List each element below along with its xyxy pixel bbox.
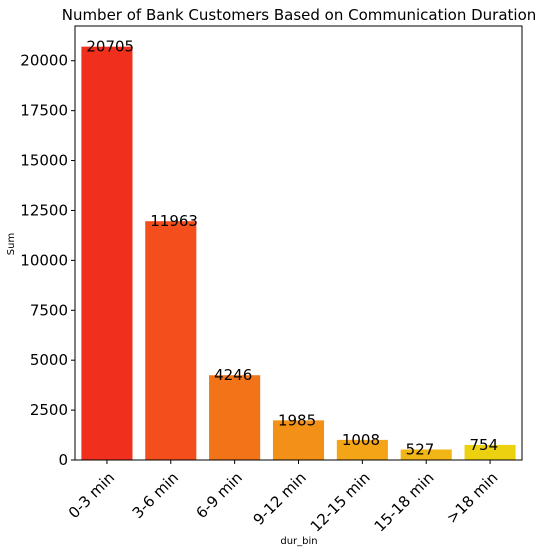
x-tick-label: 6-9 min (193, 469, 246, 522)
data-label: 11963 (150, 212, 198, 230)
bar (464, 444, 516, 460)
data-label: 1985 (278, 411, 316, 429)
y-axis-label: Sum (6, 233, 17, 255)
bar (209, 375, 261, 460)
y-tick-label: 12500 (20, 201, 68, 219)
y-tick-label: 0 (58, 451, 68, 469)
y-tick-label: 2500 (30, 401, 68, 419)
data-label: 1008 (342, 431, 380, 449)
x-tick-label: 9-12 min (250, 469, 310, 529)
y-tick-label: 10000 (20, 251, 68, 269)
data-label: 754 (470, 436, 499, 454)
x-tick-label: 3-6 min (129, 469, 182, 522)
data-label: 527 (406, 440, 435, 458)
data-label: 4246 (214, 366, 252, 384)
x-axis-label: dur_bin (280, 536, 317, 547)
plot-frame (74, 25, 523, 461)
y-tick-label: 17500 (20, 102, 68, 120)
bar (145, 221, 197, 460)
y-tick-label: 5000 (30, 351, 68, 369)
y-tick-label: 7500 (30, 301, 68, 319)
chart-title: Number of Bank Customers Based on Commun… (62, 6, 537, 24)
bar (336, 439, 388, 460)
x-tick-label: 15-18 min (371, 469, 438, 536)
y-tick-label: 15000 (20, 152, 68, 170)
plot-area: 20705 0-3 min 11963 3-6 min 4246 6-9 min 1985 9… (20, 25, 523, 536)
bar (272, 420, 325, 460)
x-tick-label: 0-3 min (65, 469, 118, 522)
x-tick-label: >18 min (443, 469, 501, 527)
x-tick-label: 12-15 min (307, 469, 374, 536)
bar (81, 46, 133, 460)
bar (400, 449, 452, 460)
y-tick-label: 20000 (20, 52, 68, 70)
data-label: 20705 (86, 38, 134, 56)
